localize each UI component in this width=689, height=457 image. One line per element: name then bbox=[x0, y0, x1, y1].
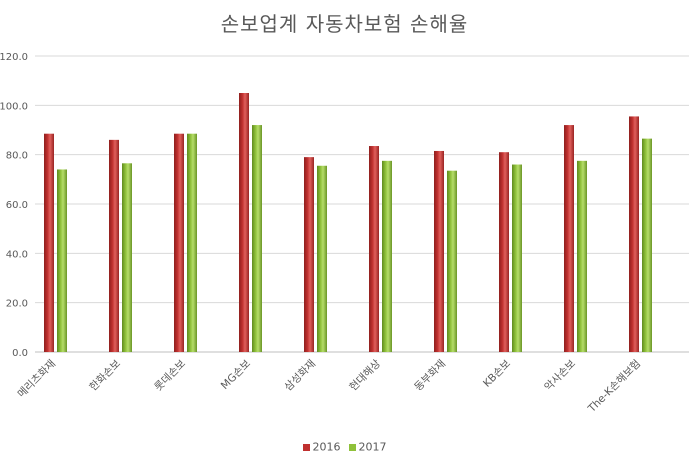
bar-2016 bbox=[564, 125, 574, 352]
x-tick-label: The-K손해보험 bbox=[585, 357, 644, 416]
legend-swatch bbox=[302, 443, 310, 451]
bar-2016 bbox=[44, 133, 54, 352]
y-tick-label: 120.0 bbox=[0, 52, 28, 63]
y-tick-label: 40.0 bbox=[6, 249, 28, 260]
bar-2016 bbox=[109, 139, 119, 352]
bar-2017 bbox=[577, 160, 587, 352]
legend-swatch bbox=[348, 443, 356, 451]
bar-2017 bbox=[382, 160, 392, 352]
x-tick-label: 동부화재 bbox=[412, 358, 448, 394]
bar-2016 bbox=[434, 150, 444, 352]
bar-2016 bbox=[369, 146, 379, 352]
y-tick-label: 80.0 bbox=[6, 151, 28, 162]
chart-title: 손보업계 자동차보험 손해율 bbox=[220, 12, 469, 36]
bar-2016 bbox=[499, 152, 509, 352]
y-tick-label: 100.0 bbox=[0, 101, 28, 112]
x-tick-label: 메리츠화재 bbox=[15, 358, 58, 401]
y-tick-label: 20.0 bbox=[6, 299, 28, 310]
legend-item-2016: 2016 bbox=[302, 440, 341, 454]
x-tick-label: 삼성화재 bbox=[282, 358, 318, 394]
legend-label: 2016 bbox=[312, 440, 341, 454]
x-tick-label: 한화손보 bbox=[87, 357, 123, 393]
bar-2017 bbox=[317, 165, 327, 352]
bar-2016 bbox=[174, 133, 184, 352]
bar-2017 bbox=[642, 138, 652, 352]
x-tick-label: KB손보 bbox=[481, 357, 513, 389]
chart-legend: 2016 2017 bbox=[0, 440, 689, 454]
bar-2016 bbox=[629, 116, 639, 352]
bar-2016 bbox=[304, 157, 314, 352]
x-tick-label: 현대해상 bbox=[347, 357, 384, 394]
x-tick-label: MG손보 bbox=[219, 357, 254, 392]
bar-2017 bbox=[512, 164, 522, 352]
legend-label: 2017 bbox=[358, 440, 387, 454]
x-tick-label: 악사손보 bbox=[542, 357, 578, 393]
bar-2016 bbox=[239, 93, 249, 352]
bar-2017 bbox=[122, 163, 132, 352]
x-tick-label: 롯데손보 bbox=[152, 357, 188, 393]
bar-2017 bbox=[447, 170, 457, 352]
y-tick-label: 60.0 bbox=[6, 200, 28, 211]
y-tick-label: 0.0 bbox=[12, 348, 28, 359]
bar-2017 bbox=[252, 125, 262, 352]
legend-item-2017: 2017 bbox=[348, 440, 387, 454]
bar-2017 bbox=[187, 133, 197, 352]
bar-2017 bbox=[57, 169, 67, 352]
